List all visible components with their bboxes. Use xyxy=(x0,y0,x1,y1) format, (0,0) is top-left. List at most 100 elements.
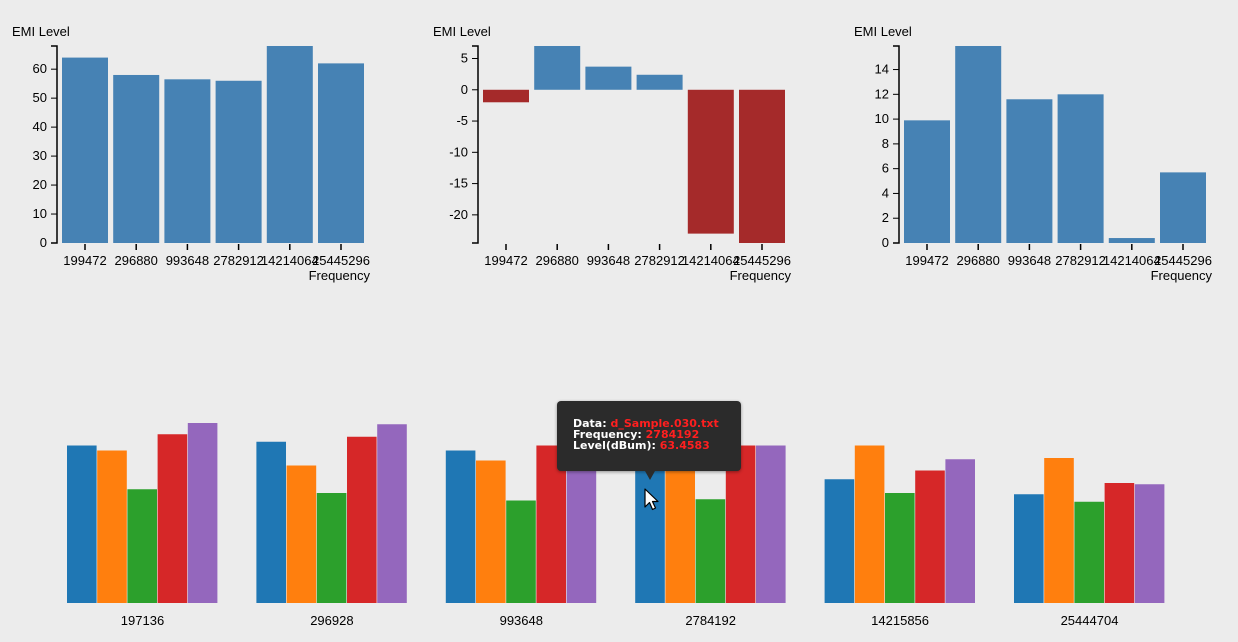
tooltip-frequency-label: Frequency: xyxy=(573,428,642,441)
bar-group-296928 xyxy=(256,424,407,603)
y-tick-label: 50 xyxy=(33,90,47,105)
tooltip-data-value: d_Sample.030.txt xyxy=(610,417,719,430)
x-tick-label: 296880 xyxy=(115,253,158,268)
group-bar xyxy=(695,499,726,603)
x-tick-label: 25445296 xyxy=(312,253,370,268)
bar-993648 xyxy=(164,79,211,243)
x-tick-label: 14214064 xyxy=(261,253,319,268)
group-label: 25444704 xyxy=(1061,613,1119,628)
x-tick-label: 199472 xyxy=(905,253,948,268)
y-tick-label: -5 xyxy=(456,113,468,128)
group-bar xyxy=(187,423,218,603)
x-tick-label: 199472 xyxy=(63,253,106,268)
tooltip-arrow xyxy=(645,471,655,480)
bar-14214064 xyxy=(266,46,313,243)
y-tick-label: 10 xyxy=(33,206,47,221)
y-tick-label: 4 xyxy=(882,185,889,200)
group-bar xyxy=(476,460,506,603)
group-bar xyxy=(316,493,347,603)
x-tick-label: 199472 xyxy=(484,253,527,268)
tooltip-level-row: Level(dBum): 63.4583 xyxy=(573,440,741,451)
group-bar xyxy=(665,459,695,603)
group-bar xyxy=(1014,494,1044,603)
y-tick-label: 6 xyxy=(882,161,889,176)
bar-2782912 xyxy=(1057,94,1104,243)
bar-2782912 xyxy=(636,74,683,90)
group-label: 14215856 xyxy=(871,613,929,628)
y-axis-label: EMI Level xyxy=(12,24,70,39)
group-label: 993648 xyxy=(500,613,543,628)
group-bar xyxy=(445,450,476,603)
y-tick-label: 0 xyxy=(40,235,47,250)
group-bar xyxy=(725,445,756,603)
x-tick-label: 993648 xyxy=(166,253,209,268)
x-tick-label: 296880 xyxy=(536,253,579,268)
x-tick-label: 14214064 xyxy=(1103,253,1161,268)
x-axis-label: Frequency xyxy=(1151,268,1213,283)
x-tick-label: 296880 xyxy=(957,253,1000,268)
group-bar xyxy=(127,489,157,603)
y-tick-label: 30 xyxy=(33,148,47,163)
mouse-pointer-icon xyxy=(644,488,660,517)
y-tick-label: 12 xyxy=(875,86,889,101)
y-tick-label: 20 xyxy=(33,177,47,192)
bar-296880 xyxy=(534,46,581,90)
x-tick-label: 2782912 xyxy=(213,253,264,268)
y-axis-line xyxy=(51,45,58,244)
group-bar xyxy=(157,434,188,603)
group-bar xyxy=(286,465,317,603)
y-tick-label: 8 xyxy=(882,136,889,151)
x-tick-label: 993648 xyxy=(1008,253,1051,268)
group-bar xyxy=(1134,484,1165,603)
group-bar xyxy=(536,445,566,603)
bar-14214064 xyxy=(687,89,734,234)
emi-chart-1: 0 10 20 30 40 50 60 EMI Level 199472 296880 993648… xyxy=(12,24,370,283)
y-tick-label: 60 xyxy=(33,61,47,76)
bar-25445296 xyxy=(1160,172,1206,243)
bar-group-197136 xyxy=(67,423,218,603)
x-tick-label: 993648 xyxy=(587,253,630,268)
group-bar xyxy=(97,450,127,603)
x-tick-label: 25445296 xyxy=(733,253,791,268)
group-bar xyxy=(256,441,286,603)
y-tick-label: -15 xyxy=(449,176,468,191)
y-tick-label: 2 xyxy=(882,210,889,225)
bar-tooltip: Data: d_Sample.030.txt Frequency: 278419… xyxy=(557,401,741,471)
bar-14214064 xyxy=(1108,238,1155,243)
group-bar xyxy=(756,445,786,603)
bar-199472 xyxy=(483,89,529,103)
x-axis-label: Frequency xyxy=(309,268,371,283)
group-bar xyxy=(1104,483,1135,603)
y-tick-label: 10 xyxy=(875,111,889,126)
y-tick-label: 5 xyxy=(461,51,468,66)
tooltip-data-row: Data: d_Sample.030.txt xyxy=(573,418,741,429)
tooltip-frequency-value: 2784192 xyxy=(645,428,700,441)
bar-199472 xyxy=(904,120,950,243)
bar-group-2784192 xyxy=(635,445,786,603)
bar-993648 xyxy=(1006,99,1053,243)
emi-chart-3: 0 2 4 6 8 10 12 14 EMI Level 199472 296880 993648 27… xyxy=(854,24,1212,283)
y-axis-label: EMI Level xyxy=(433,24,491,39)
group-bar xyxy=(854,445,885,603)
y-tick-label: 0 xyxy=(461,82,468,97)
y-axis-line xyxy=(893,45,900,244)
tooltip-frequency-row: Frequency: 2784192 xyxy=(573,429,741,440)
group-bar xyxy=(347,436,377,603)
bar-296880 xyxy=(113,74,160,244)
group-bar xyxy=(945,459,975,603)
x-tick-label: 14214064 xyxy=(682,253,740,268)
group-bar xyxy=(915,470,945,603)
group-bar xyxy=(1074,501,1104,603)
y-tick-label: 40 xyxy=(33,119,47,134)
x-tick-label: 25445296 xyxy=(1154,253,1212,268)
group-label: 197136 xyxy=(121,613,164,628)
x-axis-label: Frequency xyxy=(730,268,792,283)
emi-chart-2: -20 -15 -10 -5 0 5 EMI Level 199472 296880 993648… xyxy=(433,24,791,283)
y-axis-line xyxy=(472,45,479,244)
y-tick-label: -20 xyxy=(449,207,468,222)
bar-2782912 xyxy=(215,80,262,243)
bar-group-993648 xyxy=(445,431,597,603)
grouped-bar-chart: 197136 296928 993648 2784192 14215856 2544470… xyxy=(67,423,1165,628)
bar-199472 xyxy=(62,57,108,244)
